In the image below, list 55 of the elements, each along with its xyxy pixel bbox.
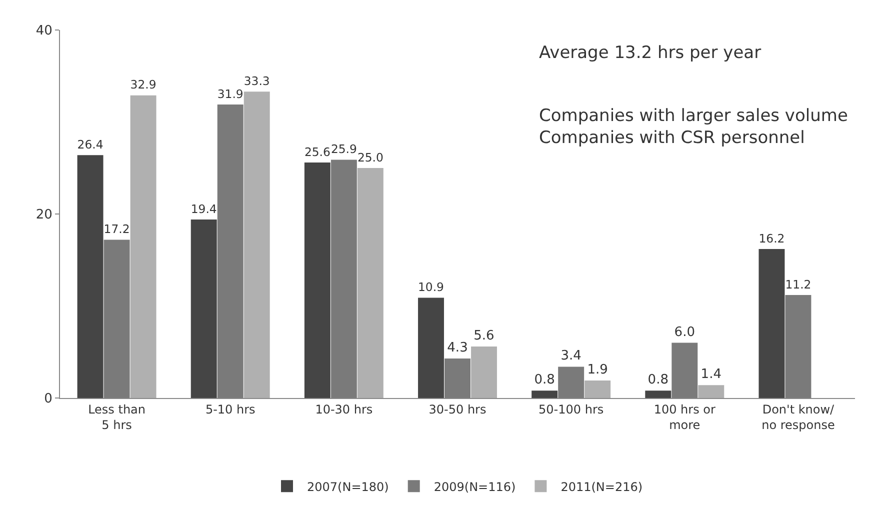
legend-label: 2009(N=116) — [434, 480, 516, 494]
annotation: Average 13.2 hrs per year — [539, 43, 762, 63]
bar — [104, 240, 130, 398]
bar — [785, 294, 812, 398]
x-tick-label: Less than 5 hrs — [88, 402, 146, 432]
bar — [77, 155, 104, 398]
bar — [558, 366, 584, 398]
data-label: 31.9 — [217, 86, 244, 101]
bar — [532, 390, 558, 398]
y-tick-label: 0 — [44, 392, 52, 407]
bar — [330, 160, 357, 398]
x-tick-label: 100 hrs or more — [654, 402, 716, 432]
x-tick-label: Don't know/ no response — [762, 402, 836, 432]
annotation: Companies with larger sales volume Companies with CSR personnel — [539, 106, 848, 148]
bar — [130, 95, 156, 398]
x-tick-label: 10-30 hrs — [315, 402, 373, 416]
data-label: 6.0 — [674, 324, 695, 340]
data-label: 11.2 — [785, 277, 812, 292]
x-tick-label: 5-10 hrs — [205, 402, 256, 416]
bar — [190, 220, 217, 398]
bar — [672, 342, 698, 398]
data-label: 25.0 — [357, 150, 384, 164]
x-tick-label: 50-100 hrs — [538, 402, 604, 416]
y-tick-label: 20 — [36, 208, 52, 223]
data-label: 17.2 — [104, 222, 130, 236]
data-label: 32.9 — [130, 78, 156, 92]
data-label: 16.2 — [758, 231, 785, 246]
data-label: 33.3 — [244, 74, 270, 88]
data-label: 3.4 — [560, 348, 582, 364]
bar — [304, 162, 330, 398]
data-label: 5.6 — [474, 328, 494, 344]
bar — [217, 104, 244, 398]
data-label: 10.9 — [418, 280, 444, 294]
data-label: 0.8 — [648, 372, 668, 388]
legend-label: 2011(N=216) — [560, 480, 643, 494]
data-label: 1.9 — [587, 362, 608, 378]
data-label: 26.4 — [77, 138, 104, 152]
bar — [444, 358, 470, 398]
data-label: 19.4 — [190, 202, 217, 216]
data-label: 1.4 — [700, 367, 722, 382]
bar — [645, 390, 672, 398]
data-label: 0.8 — [534, 372, 555, 388]
data-label: 25.9 — [330, 142, 357, 156]
bar — [244, 92, 270, 398]
bar — [471, 346, 497, 398]
bar — [758, 248, 785, 398]
data-label: 4.3 — [447, 340, 468, 356]
bar — [698, 385, 724, 398]
y-tick-label: 40 — [36, 24, 52, 39]
bar — [584, 380, 611, 398]
legend-label: 2007(N=180) — [307, 480, 389, 494]
x-tick-label: 30-50 hrs — [428, 402, 486, 416]
bar — [357, 168, 384, 398]
data-label: 25.6 — [304, 144, 330, 159]
bar — [418, 298, 444, 398]
